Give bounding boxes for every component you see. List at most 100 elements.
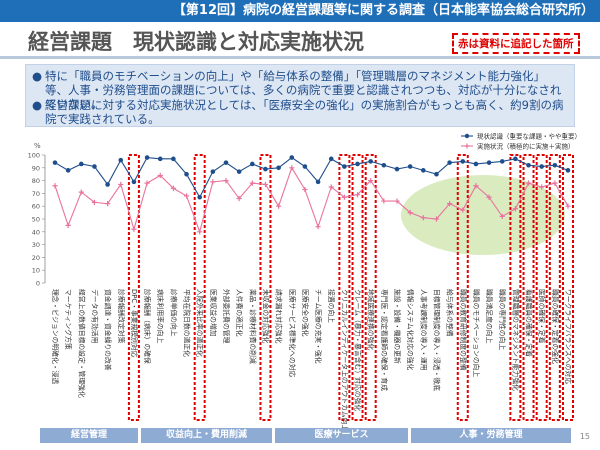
data-point	[565, 168, 571, 173]
x-tick-label: 経営上の数値目標の設定・管理強化	[77, 289, 86, 398]
highlight-box	[193, 154, 206, 421]
data-point	[368, 178, 374, 184]
legend-marker-recognition	[464, 133, 470, 139]
x-tick-label: 職員の専門性の向上	[498, 289, 507, 350]
highlight-box	[522, 154, 535, 421]
data-point	[157, 156, 163, 162]
data-point	[512, 206, 518, 212]
data-point	[315, 224, 321, 230]
y-tick-label: 50	[32, 216, 40, 224]
data-point	[144, 155, 150, 160]
header-bar: 【第12回】病院の経営課題等に関する調査（日本能率協会総合研究所）	[0, 0, 600, 22]
category-bar: 収益向上・費用削減	[141, 428, 272, 443]
x-tick-label: DPC・事業規模別対応	[130, 289, 139, 358]
data-point	[131, 179, 137, 185]
data-point	[91, 199, 98, 205]
x-tick-label: 人事考課制度の導入・運用	[419, 289, 428, 371]
x-tick-label: 外部委託費の管理	[222, 289, 231, 344]
x-tick-label: 平均在院日数の適正化	[183, 289, 192, 357]
x-tick-label: 人件費の適正化	[235, 289, 244, 337]
highlight-box	[364, 154, 377, 421]
y-tick-label: 70	[32, 190, 40, 198]
data-point	[157, 172, 163, 179]
y-tick-label: 20	[32, 254, 40, 262]
x-tick-label: 地域医療連携の強化	[367, 289, 376, 350]
data-point	[394, 166, 400, 172]
data-point	[250, 161, 255, 167]
data-point	[354, 192, 361, 198]
bullet-icon: ●	[32, 69, 43, 83]
summary-bullet: ● 経営課題に対する対応実施状況としては、「医療安全の強化」の実施割合がもっとも…	[32, 98, 566, 126]
data-point	[447, 160, 452, 165]
x-tick-label: 医師の確保・定着	[538, 289, 547, 344]
legend-label: 実施状況（積極的に実施＋実施）	[477, 142, 575, 151]
data-point	[92, 164, 97, 169]
data-point	[460, 207, 466, 213]
data-point	[65, 168, 71, 173]
data-point	[486, 194, 492, 200]
data-point	[539, 164, 544, 169]
y-tick-label: 40	[32, 228, 40, 236]
data-point	[131, 226, 137, 232]
y-tick-label: 10	[32, 267, 40, 275]
data-point	[105, 201, 111, 207]
data-point	[183, 193, 190, 199]
x-tick-label: 給与体系の整備	[446, 289, 455, 337]
x-tick-label: 施設・設備・機器の更新	[393, 289, 402, 364]
data-point	[565, 203, 571, 209]
x-tick-label: 専門医・認定看護師の確保・育成	[380, 289, 389, 391]
x-tick-label: 診療報酬改定対策	[117, 289, 126, 344]
y-tick-label: 100	[28, 152, 40, 160]
data-point	[236, 169, 242, 174]
data-point	[289, 155, 295, 160]
data-point	[78, 189, 84, 195]
data-point	[526, 162, 531, 168]
data-point	[276, 203, 282, 209]
x-tick-label: 職員のモチベーションの向上	[472, 289, 481, 377]
x-tick-label: マーケティング方策	[64, 289, 73, 350]
y-tick-label: 80	[32, 177, 40, 185]
x-tick-label: 接遇の向上	[327, 289, 336, 323]
data-point	[368, 159, 373, 164]
y-tick-label: 0	[36, 280, 40, 288]
highlight-box	[562, 154, 574, 421]
data-point	[263, 166, 268, 172]
y-tick-label: 90	[32, 164, 40, 172]
x-tick-label: 情報システム化対応の強化	[406, 289, 415, 371]
data-point	[65, 222, 71, 228]
highlight-box	[535, 154, 548, 421]
legend-box	[457, 131, 597, 151]
y-tick-label: 60	[32, 203, 40, 211]
data-point	[170, 185, 176, 191]
x-tick-label: 職員の教育研修制度の整備	[459, 289, 468, 371]
data-point	[105, 182, 110, 187]
data-point	[262, 181, 269, 188]
data-point	[381, 162, 387, 168]
x-tick-label: 未収金の対応強化	[261, 289, 270, 344]
x-tick-label: 診療単価の向上	[169, 289, 178, 337]
data-point	[473, 183, 479, 189]
data-point	[420, 215, 426, 221]
summary-box: ● 特に「職員のモチベーションの向上」や「給与体系の整備」「管理職層のマネジメン…	[25, 64, 575, 127]
data-point	[223, 178, 229, 184]
legend-label: 現状認識（重要な課題・やや重要）	[477, 132, 581, 141]
data-point	[184, 171, 189, 177]
x-tick-label: 薬品・診療材料費の削減	[248, 289, 257, 364]
page-number: 15	[579, 432, 590, 441]
data-point	[499, 159, 505, 164]
data-point	[236, 195, 242, 202]
data-point	[460, 159, 466, 164]
data-point	[223, 160, 229, 165]
highlight-box	[259, 154, 272, 421]
data-point	[197, 194, 202, 200]
summary-text: 特に「職員のモチベーションの向上」や「給与体系の整備」「管理職層のマネジメント能…	[45, 69, 562, 112]
red-annotation-note: 赤は資料に追記した箇所	[452, 33, 580, 54]
x-tick-label: 理念・ビジョンの明確化・浸透	[51, 289, 60, 384]
category-bar: 人事・労務管理	[411, 428, 571, 443]
title-divider	[0, 56, 600, 59]
data-point	[197, 229, 203, 235]
x-tick-label: データの有効活用	[90, 289, 99, 344]
data-point	[381, 198, 387, 204]
data-point	[552, 180, 558, 186]
highlight-box	[127, 154, 140, 421]
